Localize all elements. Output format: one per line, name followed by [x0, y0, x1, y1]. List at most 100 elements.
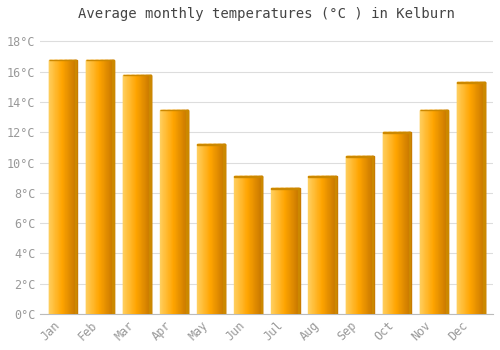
Bar: [248, 176, 250, 314]
Bar: [92, 60, 93, 314]
Bar: [441, 110, 442, 314]
Bar: [352, 156, 353, 314]
Bar: [216, 144, 217, 314]
Bar: [126, 75, 127, 314]
Bar: [240, 176, 242, 314]
Bar: [326, 176, 327, 314]
Bar: [285, 188, 286, 314]
Bar: [426, 110, 427, 314]
Bar: [56, 60, 57, 314]
Bar: [330, 176, 332, 314]
Bar: [74, 60, 75, 314]
Bar: [110, 60, 111, 314]
Bar: [88, 60, 90, 314]
Bar: [252, 176, 253, 314]
Bar: [129, 75, 130, 314]
Bar: [220, 144, 221, 314]
Bar: [248, 176, 249, 314]
Bar: [49, 60, 50, 314]
Bar: [214, 144, 216, 314]
Bar: [197, 144, 198, 314]
Bar: [244, 176, 245, 314]
Bar: [86, 60, 88, 314]
Bar: [137, 75, 138, 314]
Bar: [424, 110, 425, 314]
Bar: [461, 82, 462, 314]
Bar: [213, 144, 214, 314]
Bar: [369, 156, 370, 314]
Bar: [278, 188, 279, 314]
Bar: [149, 75, 150, 314]
Bar: [72, 60, 73, 314]
Bar: [58, 60, 59, 314]
Bar: [350, 156, 351, 314]
Bar: [170, 110, 172, 314]
Bar: [387, 132, 388, 314]
Bar: [404, 132, 406, 314]
Bar: [72, 60, 74, 314]
Bar: [437, 110, 438, 314]
Bar: [183, 110, 184, 314]
Bar: [289, 188, 290, 314]
Bar: [432, 110, 433, 314]
Bar: [398, 132, 399, 314]
Bar: [421, 110, 422, 314]
Bar: [94, 60, 96, 314]
Bar: [346, 156, 347, 314]
Bar: [294, 188, 295, 314]
Bar: [219, 144, 220, 314]
Bar: [428, 110, 430, 314]
Bar: [88, 60, 89, 314]
Bar: [401, 132, 402, 314]
Bar: [180, 110, 182, 314]
Bar: [66, 60, 67, 314]
Bar: [98, 60, 99, 314]
Bar: [396, 132, 398, 314]
Bar: [216, 144, 218, 314]
Bar: [141, 75, 142, 314]
Bar: [48, 60, 50, 314]
Bar: [131, 75, 132, 314]
Bar: [483, 82, 484, 314]
Bar: [62, 60, 63, 314]
Bar: [102, 60, 104, 314]
Bar: [100, 60, 101, 314]
Bar: [212, 144, 214, 314]
Bar: [184, 110, 186, 314]
Bar: [272, 188, 299, 189]
Bar: [292, 188, 294, 314]
Bar: [447, 110, 448, 314]
Bar: [150, 75, 151, 314]
Bar: [431, 110, 432, 314]
Bar: [390, 132, 392, 314]
Bar: [296, 188, 298, 314]
Bar: [224, 144, 225, 314]
Bar: [169, 110, 170, 314]
Bar: [148, 75, 150, 314]
Bar: [64, 60, 65, 314]
Bar: [358, 156, 360, 314]
Bar: [420, 110, 421, 314]
Bar: [234, 176, 235, 314]
Bar: [146, 75, 147, 314]
Bar: [202, 144, 203, 314]
Bar: [165, 110, 166, 314]
Bar: [234, 176, 262, 177]
Bar: [426, 110, 428, 314]
Bar: [370, 156, 372, 314]
Bar: [392, 132, 394, 314]
Bar: [382, 132, 384, 314]
Bar: [436, 110, 438, 314]
Bar: [462, 82, 464, 314]
Bar: [108, 60, 110, 314]
Bar: [457, 82, 484, 83]
Bar: [198, 144, 199, 314]
Bar: [478, 82, 480, 314]
Bar: [334, 176, 336, 314]
Bar: [356, 156, 357, 314]
Bar: [347, 156, 348, 314]
Bar: [476, 82, 478, 314]
Bar: [393, 132, 394, 314]
Bar: [314, 176, 315, 314]
Bar: [112, 60, 114, 314]
